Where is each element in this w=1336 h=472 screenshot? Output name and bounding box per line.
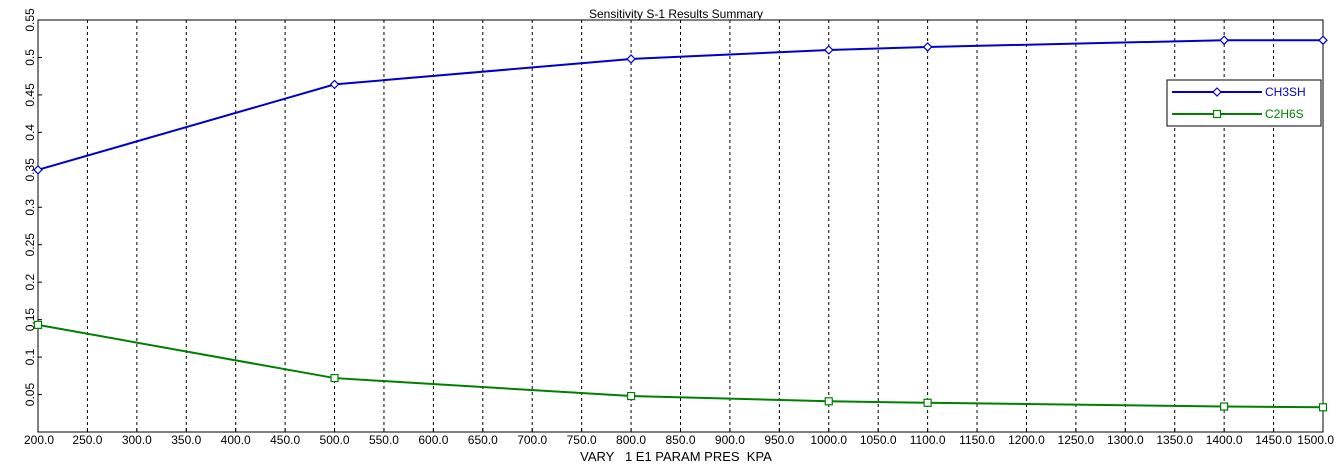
x-tick-label: 950.0 <box>764 433 794 447</box>
x-tick-label: 1500.0 <box>1297 433 1334 447</box>
x-tick-label: 1300.0 <box>1107 433 1144 447</box>
y-tick-label: 0.4 <box>23 124 37 141</box>
x-tick-label: 300.0 <box>122 433 152 447</box>
x-axis-ticks: 200.0 250.0 300.0 350.0 400.0 450.0 500.0 550.0… <box>24 428 1334 447</box>
data-point <box>1220 402 1229 411</box>
x-tick-label: 200.0 <box>24 433 54 447</box>
x-tick-label: 1400.0 <box>1206 433 1243 447</box>
x-tick-label: 350.0 <box>171 433 201 447</box>
legend-label: CH3SH <box>1265 85 1306 99</box>
x-tick-label: 800.0 <box>616 433 646 447</box>
x-tick-label: 1350.0 <box>1156 433 1193 447</box>
x-tick-label: 500.0 <box>320 433 350 447</box>
legend-box <box>1166 79 1322 127</box>
x-tick-label: 700.0 <box>517 433 547 447</box>
x-tick-label: 900.0 <box>715 433 745 447</box>
y-tick-label: 0.15 <box>23 308 37 332</box>
x-tick-label: 550.0 <box>369 433 399 447</box>
y-tick-label: 0.05 <box>23 383 37 407</box>
x-tick-label: 1150.0 <box>959 433 995 447</box>
x-tick-label: 250.0 <box>72 433 102 447</box>
x-tick-label: 1050.0 <box>860 433 897 447</box>
x-tick-label: 450.0 <box>270 433 300 447</box>
data-point <box>33 164 43 175</box>
x-tick-label: 850.0 <box>665 433 695 447</box>
y-tick-label: 0.3 <box>23 199 37 216</box>
data-point <box>1318 403 1328 412</box>
data-point <box>823 45 834 55</box>
data-point <box>923 398 932 407</box>
chart-title: Sensitivity S-1 Results Summary <box>589 7 763 21</box>
x-tick-label: 650.0 <box>468 433 498 447</box>
data-point <box>626 54 636 64</box>
data-point <box>922 42 933 52</box>
x-tick-label: 1000.0 <box>810 433 847 447</box>
y-tick-label: 0.45 <box>23 83 37 107</box>
x-tick-label: 1450.0 <box>1255 433 1292 447</box>
x-tick-label: 750.0 <box>567 433 597 447</box>
y-tick-label: 0.55 <box>23 8 37 32</box>
y-tick-label: 0.35 <box>23 158 37 182</box>
legend-marker <box>1212 87 1222 97</box>
legend: CH3SH C2H6S <box>1166 79 1322 127</box>
x-tick-label: 1100.0 <box>910 433 946 447</box>
data-point <box>1318 35 1328 46</box>
grid-lines <box>86 20 1275 432</box>
x-tick-label: 400.0 <box>221 433 251 447</box>
data-point <box>329 79 340 90</box>
y-tick-label: 0.1 <box>23 348 37 365</box>
legend-marker <box>1212 109 1222 119</box>
x-tick-label: 600.0 <box>418 433 448 447</box>
legend-label: C2H6S <box>1265 107 1304 121</box>
y-tick-label: 0.5 <box>23 49 37 66</box>
y-axis-ticks: 0.05 0.1 0.15 0.2 0.25 0.3 0.35 0.4 0.45 0.5 0.55 <box>23 8 42 406</box>
data-point <box>33 320 43 329</box>
y-tick-label: 0.25 <box>23 233 37 257</box>
x-tick-label: 1200.0 <box>1008 433 1045 447</box>
data-point <box>1219 35 1230 46</box>
x-axis-label: VARY 1 E1 PARAM PRES KPA <box>580 449 772 464</box>
series-group <box>33 35 1328 412</box>
x-tick-label: 1250.0 <box>1058 433 1095 447</box>
data-point <box>824 397 833 406</box>
y-tick-label: 0.2 <box>23 274 37 291</box>
data-point <box>330 373 339 383</box>
data-point <box>626 391 636 401</box>
